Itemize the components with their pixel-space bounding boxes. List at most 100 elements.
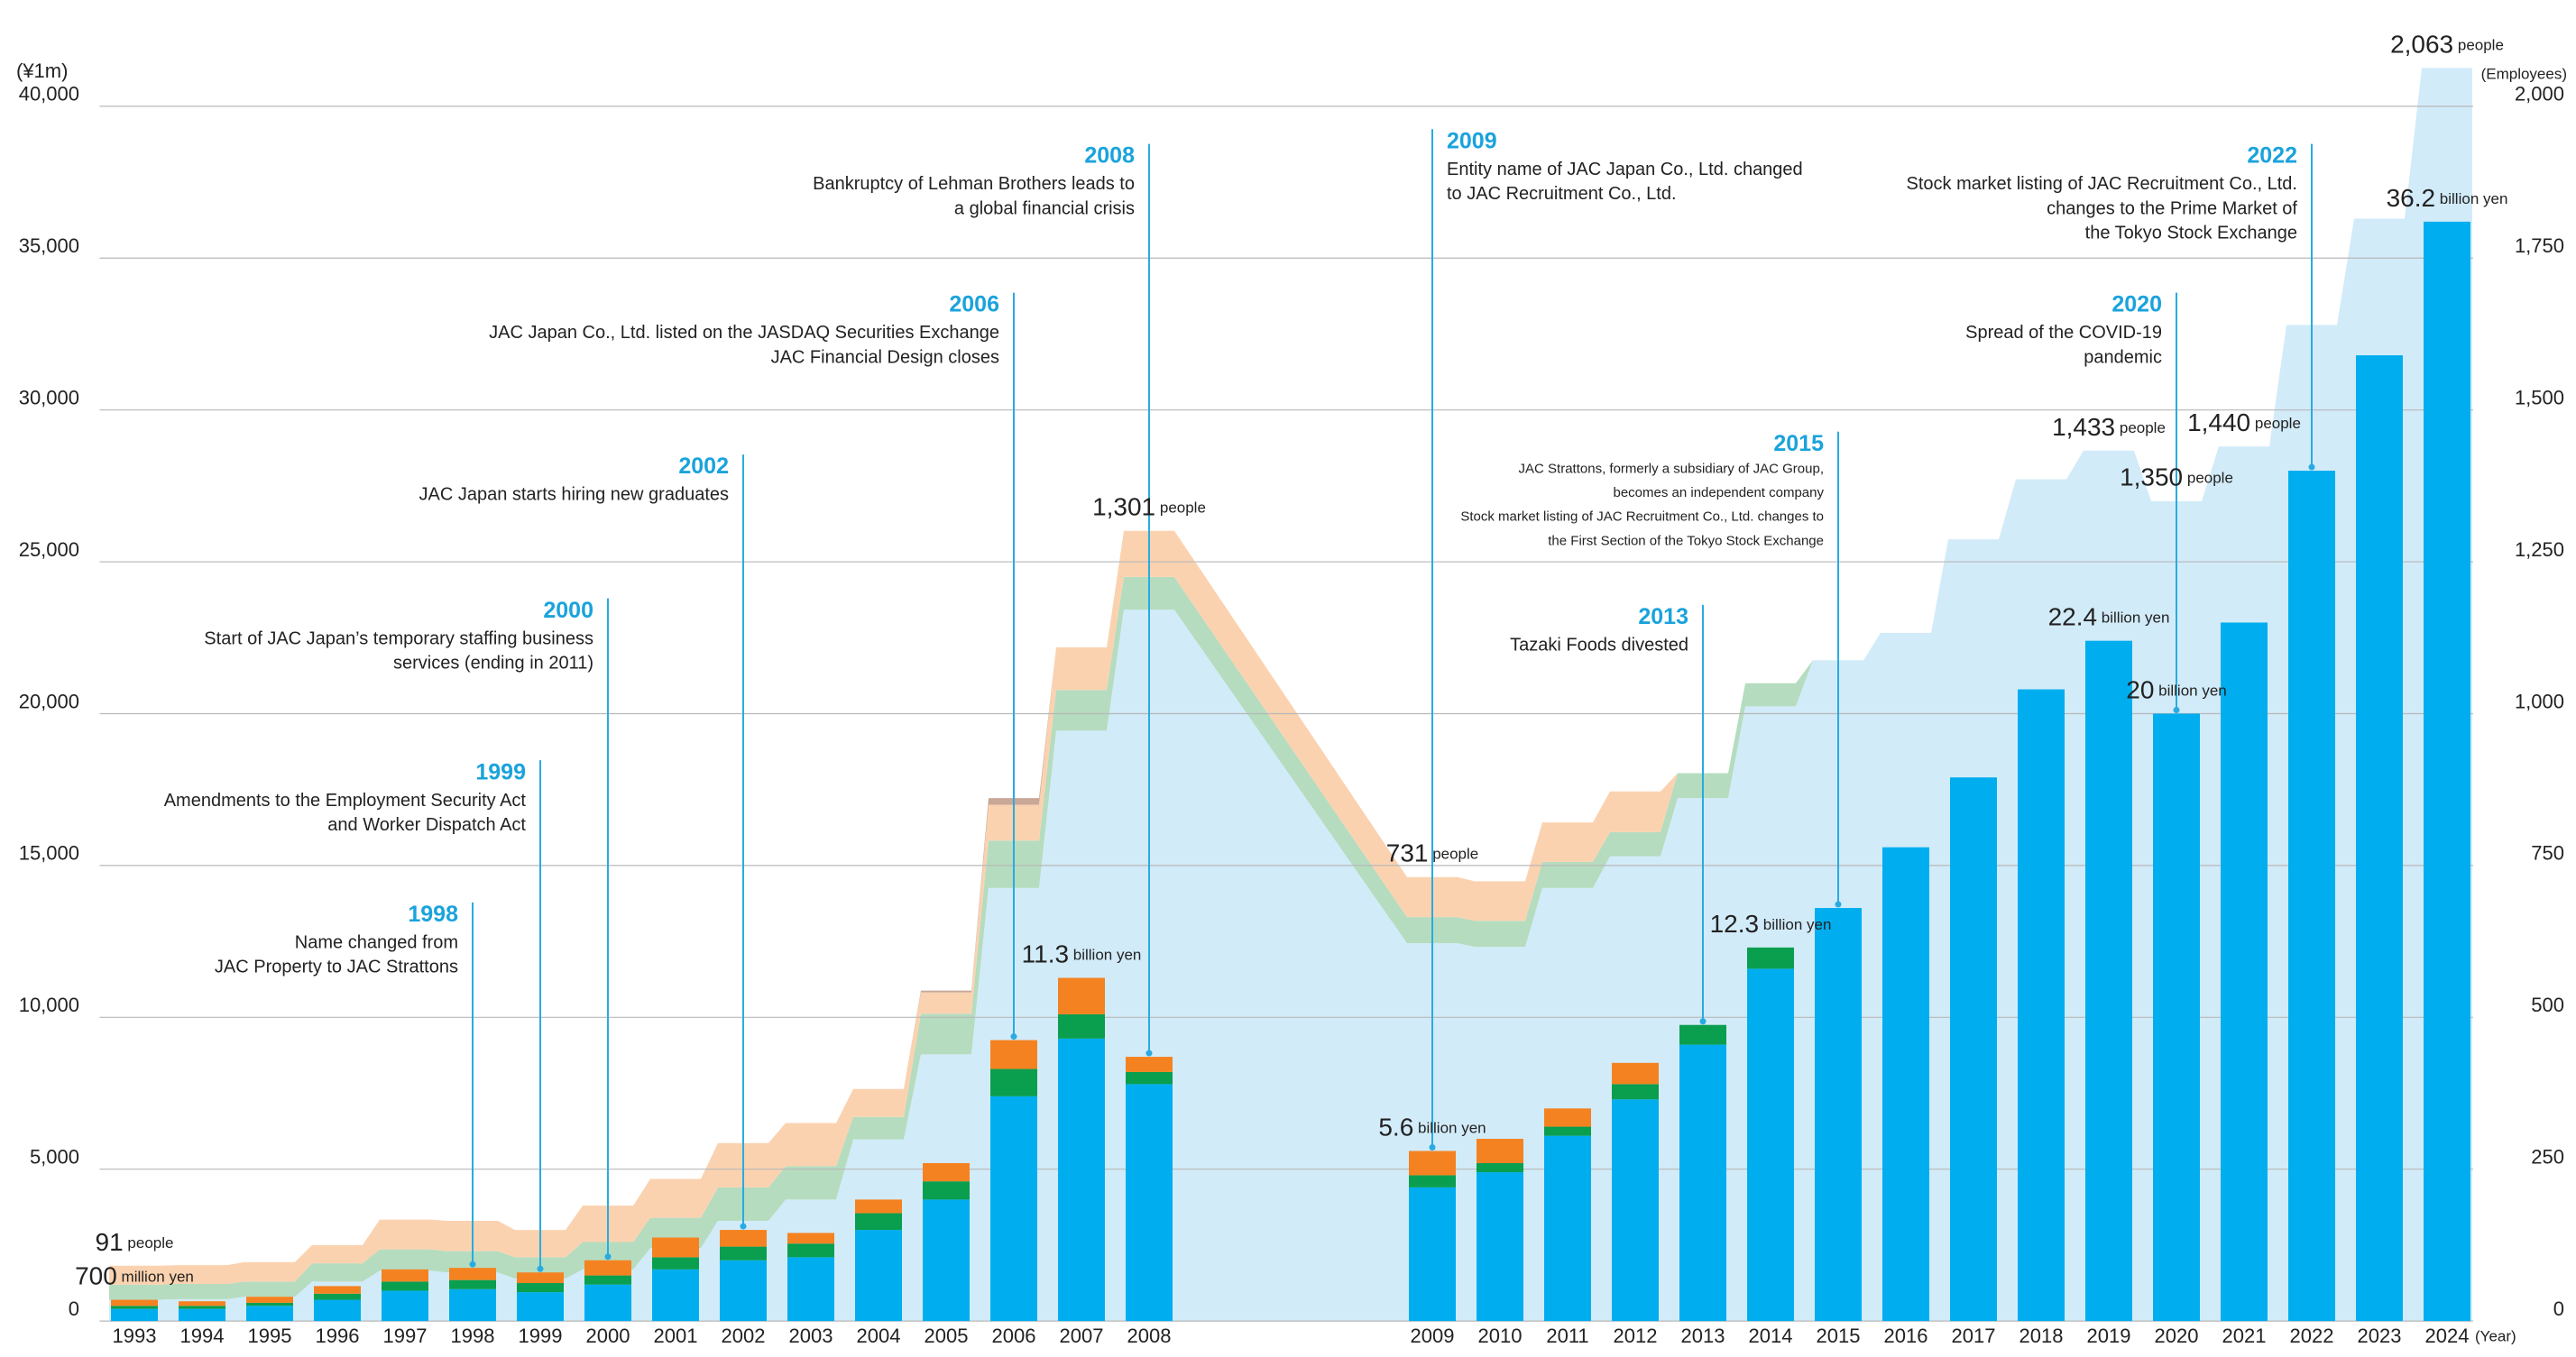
leader-dot <box>1429 1143 1436 1151</box>
x-tick-label: 2017 <box>1952 1325 1996 1347</box>
annotation-text: Stock market listing of JAC Recruitment … <box>1907 174 2298 194</box>
annotation-year: 2013 <box>1638 604 1688 629</box>
bar <box>2356 355 2403 1322</box>
bar <box>2221 622 2268 1322</box>
revenue-label: 11.3 billion yen <box>1022 940 1142 968</box>
y2-tick-label: 1,250 <box>2515 538 2564 561</box>
y2-tick-label: 1,500 <box>2515 386 2564 408</box>
annotation-text: JAC Japan Co., Ltd. listed on the JASDAQ… <box>489 323 999 343</box>
x-tick-label: 2007 <box>1060 1325 1104 1347</box>
bar <box>787 1243 834 1258</box>
bar <box>1679 1024 1726 1045</box>
bar <box>923 1181 970 1200</box>
x-tick-label: 1997 <box>383 1325 428 1347</box>
annotation-year: 2008 <box>1084 143 1135 169</box>
bar <box>246 1302 293 1307</box>
bar <box>652 1269 699 1322</box>
bar <box>855 1199 902 1214</box>
x-tick-label: 1995 <box>248 1325 292 1347</box>
annotation-text: Entity name of JAC Japan Co., Ltd. chang… <box>1447 160 1803 179</box>
annotation-text: services (ending in 2011) <box>393 653 593 673</box>
bar <box>111 1299 158 1307</box>
bar <box>1058 977 1105 1014</box>
bar <box>2288 471 2335 1322</box>
annotation-text: becomes an independent company <box>1614 485 1825 500</box>
bar <box>314 1299 361 1322</box>
bar <box>449 1288 496 1322</box>
annotation-text: Stock market listing of JAC Recruitment … <box>1460 509 1824 525</box>
bar <box>855 1213 902 1231</box>
x-tick-label: 2023 <box>2358 1325 2402 1347</box>
revenue-label: 22.4 billion yen <box>2048 603 2170 631</box>
annotation-text: the First Section of the Tokyo Stock Exc… <box>1548 533 1824 548</box>
x-tick-label: 2001 <box>654 1325 698 1347</box>
x-tick-label: 2015 <box>1817 1325 1861 1347</box>
y-axis-unit: (¥1m) <box>16 60 68 82</box>
employee-label: 1,301 people <box>1092 493 1206 521</box>
bar <box>990 1068 1037 1096</box>
bar <box>923 1199 970 1322</box>
bar <box>517 1292 564 1322</box>
bar <box>1409 1187 1456 1322</box>
bar <box>1882 847 1929 1322</box>
bar <box>2153 713 2200 1322</box>
y2-tick-label: 2,000 <box>2515 83 2564 105</box>
bar <box>1747 968 1794 1322</box>
y2-tick-label: 250 <box>2531 1146 2564 1169</box>
employee-label: 91 people <box>96 1228 174 1256</box>
bar <box>720 1260 767 1322</box>
annotation-text: JAC Strattons, formerly a subsidiary of … <box>1519 461 1824 476</box>
bar <box>314 1286 361 1294</box>
revenue-label: 36.2 billion yen <box>2387 184 2508 212</box>
bar <box>1950 777 1997 1322</box>
annotation-text: Bankruptcy of Lehman Brothers leads to <box>813 174 1135 194</box>
bar <box>1544 1135 1591 1322</box>
annotation-text: Spread of the COVID-19 <box>1965 323 2162 343</box>
bar <box>720 1230 767 1247</box>
annotation-text: JAC Japan starts hiring new graduates <box>419 485 729 505</box>
x-tick-label: 2022 <box>2290 1325 2334 1347</box>
bar <box>382 1269 428 1282</box>
bar <box>990 1040 1037 1069</box>
employee-label: 731 people <box>1386 839 1479 867</box>
x-tick-label: 2020 <box>2155 1325 2199 1347</box>
x-tick-label: 2011 <box>1546 1325 1588 1347</box>
annotation-text: Name changed from <box>295 933 458 953</box>
annotation-text: changes to the Prime Market of <box>2047 198 2297 218</box>
bar <box>584 1284 631 1322</box>
employee-area <box>109 68 2472 1322</box>
x-tick-label: 1994 <box>180 1325 225 1347</box>
y2-tick-label: 500 <box>2531 994 2564 1016</box>
annotation-year: 2015 <box>1773 431 1824 456</box>
bar <box>1544 1108 1591 1127</box>
bar <box>449 1279 496 1289</box>
y-tick-label: 10,000 <box>19 994 79 1016</box>
bar <box>923 1162 970 1182</box>
x-tick-label: 2021 <box>2222 1325 2267 1347</box>
bar <box>1815 908 1862 1322</box>
y2-tick-label: 1,750 <box>2515 234 2564 257</box>
leader-dot <box>740 1223 747 1230</box>
leader-dot <box>1010 1033 1017 1041</box>
bar <box>1126 1071 1173 1085</box>
annotation-year: 1999 <box>475 759 526 784</box>
annotation-year: 2020 <box>2111 292 2162 317</box>
employee-label: 1,433 people <box>2052 413 2166 441</box>
bar <box>1477 1172 1523 1322</box>
x-tick-label: 2018 <box>2019 1325 2064 1347</box>
bar <box>1126 1057 1173 1072</box>
bar <box>855 1230 902 1322</box>
bar <box>517 1272 564 1284</box>
bar <box>1409 1151 1456 1176</box>
x-tick-label: 2006 <box>992 1325 1036 1347</box>
leader-dot <box>604 1253 612 1261</box>
bar <box>179 1308 225 1322</box>
bar <box>449 1268 496 1280</box>
bar <box>787 1257 834 1322</box>
y-tick-label: 0 <box>69 1297 79 1320</box>
y-tick-label: 15,000 <box>19 842 79 865</box>
bar <box>382 1281 428 1291</box>
leader-dot <box>537 1265 544 1272</box>
leader-dot <box>1145 1050 1153 1057</box>
